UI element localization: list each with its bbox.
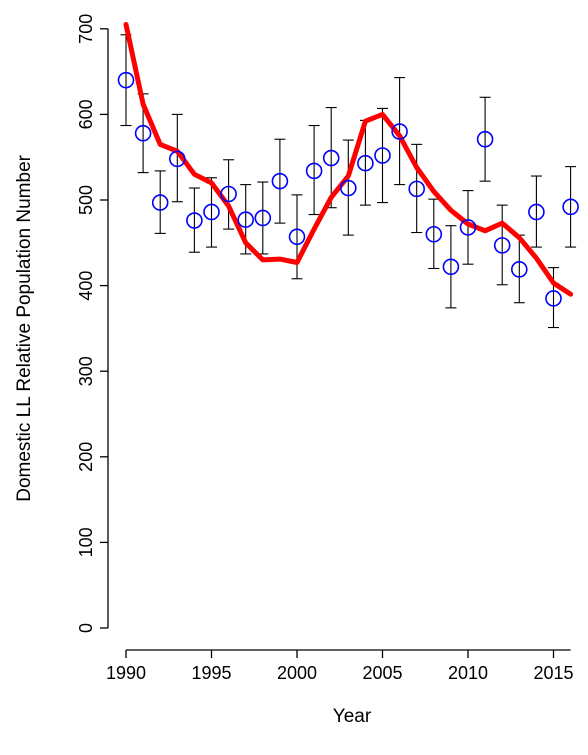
y-axis: 0 100 200 300 400 500 600 700	[76, 14, 109, 633]
data-point	[339, 179, 357, 197]
error-bar	[154, 170, 166, 234]
data-point	[151, 194, 169, 211]
data-point	[288, 228, 306, 246]
data-point	[305, 162, 323, 180]
x-tick-label: 1990	[106, 663, 146, 683]
error-bar	[445, 225, 457, 309]
error-bar	[377, 107, 388, 204]
data-point	[510, 261, 528, 278]
x-axis: 1990 1995 2000 2005 2010 2015	[106, 649, 574, 683]
data-point	[562, 198, 579, 216]
error-bar	[565, 166, 577, 248]
error-bar	[291, 194, 303, 280]
error-bar	[548, 267, 559, 329]
y-tick-label: 0	[76, 623, 96, 633]
data-point	[322, 149, 340, 167]
y-tick-label: 400	[76, 271, 96, 301]
error-bar	[274, 138, 286, 224]
y-tick-label: 600	[76, 99, 96, 129]
data-point	[459, 219, 477, 236]
data-point	[545, 290, 562, 307]
error-bar	[411, 143, 423, 234]
error-bar	[257, 181, 269, 255]
error-bar	[479, 96, 491, 182]
error-bar	[171, 113, 183, 203]
error-bar	[188, 187, 200, 253]
x-tick-label: 2005	[362, 663, 402, 683]
data-point	[391, 123, 408, 140]
x-tick-label: 2000	[277, 663, 317, 683]
data-point	[254, 209, 272, 227]
plot-area	[117, 22, 579, 329]
data-point	[476, 130, 494, 148]
y-tick-label: 500	[76, 185, 96, 215]
y-tick-label: 100	[76, 527, 96, 557]
error-bar	[394, 77, 406, 186]
error-bar	[206, 177, 217, 248]
data-point	[237, 211, 254, 228]
data-point	[117, 71, 135, 89]
data-point	[186, 212, 203, 229]
data-point	[528, 203, 545, 221]
data-point	[442, 258, 460, 276]
y-tick-label: 700	[76, 14, 96, 44]
x-tick-label: 2010	[448, 663, 488, 683]
error-bar	[530, 175, 542, 248]
data-point	[220, 185, 237, 203]
y-axis-title: Domestic LL Relative Population Number	[14, 154, 35, 501]
y-tick-label: 300	[76, 356, 96, 386]
x-tick-label: 2015	[533, 663, 573, 683]
x-axis-title: Year	[333, 706, 372, 727]
error-bar	[308, 124, 320, 216]
data-point	[203, 203, 220, 221]
error-bar	[496, 204, 508, 286]
data-point	[425, 225, 443, 243]
error-bar	[342, 139, 354, 236]
data-point	[374, 147, 391, 164]
error-bar	[223, 159, 235, 230]
data-point	[493, 237, 511, 254]
data-point	[357, 154, 374, 172]
error-bar	[428, 198, 440, 270]
data-point	[271, 172, 289, 190]
data-point	[134, 124, 152, 142]
data-point	[169, 150, 186, 168]
x-tick-label: 1995	[191, 663, 231, 683]
data-point	[408, 180, 426, 198]
y-tick-label: 200	[76, 442, 96, 472]
fitted-line	[123, 22, 574, 297]
error-bar	[462, 190, 474, 265]
observed-points	[117, 71, 579, 307]
